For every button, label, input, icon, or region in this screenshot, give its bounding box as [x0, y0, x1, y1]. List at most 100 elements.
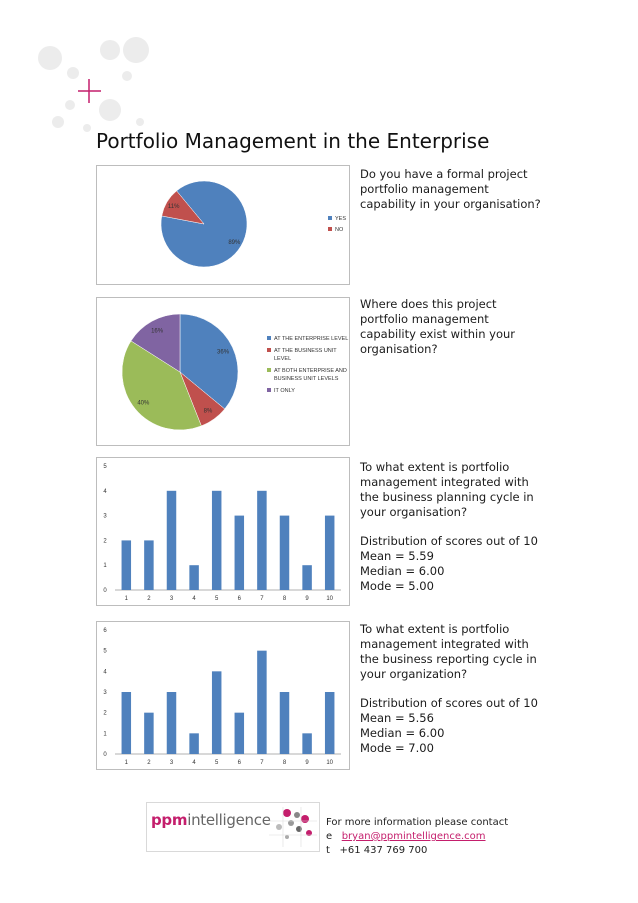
ppm-logo: ppmintelligence: [146, 802, 320, 852]
question-line: portfolio management: [360, 182, 489, 196]
x-tick-label: 7: [260, 760, 264, 766]
y-tick-label: 3: [103, 690, 107, 696]
x-tick-label: 1: [125, 596, 129, 602]
y-tick-label: 4: [103, 669, 107, 675]
data-label: 36%: [217, 350, 230, 356]
y-tick-label: 2: [103, 538, 107, 544]
contact-email-row: e bryan@ppmintelligence.com: [326, 830, 508, 844]
stats-line: Distribution of scores out of 10: [360, 534, 538, 548]
y-tick-label: 2: [103, 711, 107, 717]
question-4: To what extent is portfolio management i…: [360, 622, 560, 756]
bar-chart-svg: 0 1 2 3 4 5 6 1 2 3 4 5 6 7 8 9 10: [103, 628, 341, 766]
decor-circle: [123, 37, 149, 63]
phone-prefix: t: [326, 845, 330, 856]
legend-swatch: [328, 216, 332, 220]
question-2: Where does this project portfolio manage…: [360, 297, 560, 357]
question-line: management integrated with: [360, 637, 529, 651]
question-line: your organization?: [360, 667, 468, 681]
y-tick-label: 5: [103, 464, 107, 470]
question-line: To what extent is portfolio: [360, 460, 510, 474]
stats-mode: Mode = 5.00: [360, 579, 434, 593]
pie-chart-formal-capability: 89% 11% YES NO: [96, 165, 350, 285]
decor-circle: [67, 67, 79, 79]
stats-mean: Mean = 5.59: [360, 549, 434, 563]
y-tick-label: 6: [103, 628, 107, 634]
question-line: Do you have a formal project: [360, 167, 528, 181]
decor-circle: [83, 124, 91, 132]
x-tick-label: 8: [283, 596, 287, 602]
stats-median: Median = 6.00: [360, 564, 445, 578]
email-prefix: e: [326, 831, 333, 842]
x-tick-label: 8: [283, 760, 287, 766]
legend-label: NO: [335, 227, 344, 233]
legend-label: YES: [335, 216, 346, 222]
question-1: Do you have a formal project portfolio m…: [360, 167, 560, 212]
logo-dots-icon: [269, 807, 317, 847]
legend-label: LEVEL: [274, 356, 291, 362]
legend-swatch: [267, 348, 271, 352]
bar: [189, 733, 199, 754]
logo-intelligence: intelligence: [187, 811, 271, 829]
decor-circle: [38, 46, 62, 70]
x-tick-label: 7: [260, 596, 264, 602]
question-3: To what extent is portfolio management i…: [360, 460, 560, 594]
stats-mean: Mean = 5.56: [360, 711, 434, 725]
legend-label: AT THE BUSINESS UNIT: [274, 348, 337, 354]
pie-chart-svg: 36% 8% 40% 16% AT THE ENTERPRISE LEVEL AT THE…: [121, 313, 348, 431]
question-line: the business reporting cycle in: [360, 652, 537, 666]
pie-slice: [179, 313, 239, 410]
question-line: To what extent is portfolio: [360, 622, 510, 636]
bar: [189, 565, 199, 590]
bar: [302, 565, 312, 590]
x-tick-label: 10: [326, 596, 333, 602]
legend-swatch: [267, 336, 271, 340]
contact-info: For more information please contact e br…: [326, 816, 508, 858]
x-tick-label: 5: [215, 760, 219, 766]
y-tick-label: 4: [103, 489, 107, 495]
data-label: 16%: [151, 328, 164, 334]
bar-chart-planning-cycle: 0 1 2 3 4 5 1 2 3 4 5 6 7 8 9 10: [96, 457, 350, 606]
decor-circle: [65, 100, 75, 110]
bar: [279, 515, 290, 590]
question-line: your organisation?: [360, 505, 468, 519]
y-tick-label: 0: [103, 588, 107, 594]
x-tick-label: 6: [238, 596, 242, 602]
decor-circle: [122, 71, 132, 81]
bar: [279, 692, 290, 754]
contact-phone-row: t +61 437 769 700: [326, 844, 508, 858]
x-tick-label: 9: [305, 596, 309, 602]
stats-mode: Mode = 7.00: [360, 741, 434, 755]
bar: [211, 671, 222, 754]
bar: [257, 490, 267, 590]
question-line: organisation?: [360, 342, 438, 356]
bar: [234, 515, 245, 590]
data-label: 11%: [168, 204, 180, 210]
bar: [121, 540, 132, 590]
bar: [257, 650, 267, 754]
bar: [211, 490, 222, 590]
decor-circle: [136, 118, 144, 126]
bar: [121, 692, 132, 754]
x-tick-label: 6: [238, 760, 242, 766]
legend-label: BUSINESS UNIT LEVELS: [274, 376, 339, 382]
x-tick-label: 3: [170, 760, 174, 766]
y-tick-label: 0: [103, 752, 107, 758]
question-line: portfolio management: [360, 312, 489, 326]
pie-slice: [130, 313, 181, 373]
email-link[interactable]: bryan@ppmintelligence.com: [341, 831, 486, 842]
bar-chart-reporting-cycle: 0 1 2 3 4 5 6 1 2 3 4 5 6 7 8 9 10: [96, 621, 350, 770]
x-tick-label: 2: [147, 596, 151, 602]
x-tick-label: 4: [192, 596, 196, 602]
page-title: Portfolio Management in the Enterprise: [96, 129, 490, 153]
legend-label: AT THE ENTERPRISE LEVEL: [274, 336, 348, 342]
question-line: management integrated with: [360, 475, 529, 489]
bar: [324, 692, 335, 754]
x-tick-label: 10: [326, 760, 333, 766]
y-tick-label: 3: [103, 514, 107, 520]
bar: [166, 692, 177, 754]
pie-slice: [121, 340, 202, 431]
decor-circle: [99, 99, 121, 121]
bar: [166, 490, 177, 590]
bar: [302, 733, 312, 754]
question-line: capability in your organisation?: [360, 197, 541, 211]
